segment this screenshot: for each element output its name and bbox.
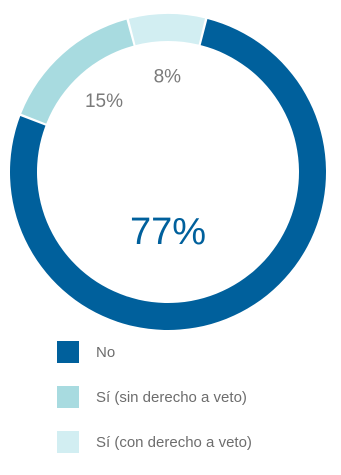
legend-item-no: No bbox=[57, 340, 252, 364]
legend-swatch-si-sin-veto bbox=[57, 386, 79, 408]
slice-label-0: 77% bbox=[130, 211, 206, 253]
legend-swatch-no bbox=[57, 341, 79, 363]
donut-slices bbox=[9, 14, 326, 331]
legend-item-si-sin-veto: Sí (sin derecho a veto) bbox=[57, 385, 252, 409]
legend-label-si-con-veto: Sí (con derecho a veto) bbox=[96, 433, 252, 451]
donut-slice-1 bbox=[21, 19, 134, 124]
slice-label-1: 15% bbox=[85, 91, 123, 112]
legend-item-si-con-veto: Sí (con derecho a veto) bbox=[57, 430, 252, 454]
chart-legend: No Sí (sin derecho a veto) Sí (con derec… bbox=[57, 340, 252, 475]
slice-label-2: 8% bbox=[154, 67, 182, 88]
legend-label-si-sin-veto: Sí (sin derecho a veto) bbox=[96, 388, 247, 406]
slice-labels: 77% 15% 8% bbox=[85, 67, 206, 253]
legend-swatch-si-con-veto bbox=[57, 431, 79, 453]
donut-slice-2 bbox=[128, 14, 206, 46]
legend-label-no: No bbox=[96, 343, 116, 361]
donut-chart: 77% 15% 8% bbox=[9, 14, 326, 331]
